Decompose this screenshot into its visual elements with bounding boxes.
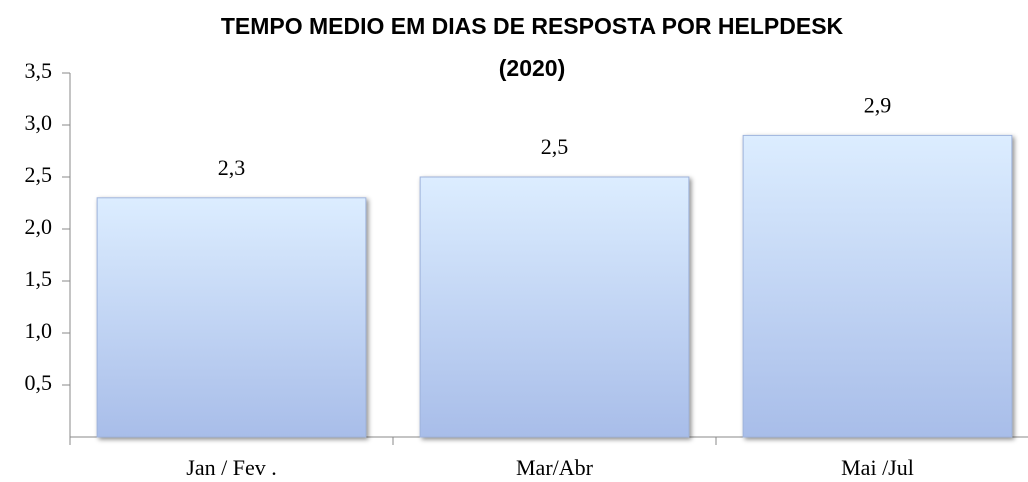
y-tick-label: 2,5: [25, 162, 53, 187]
y-tick-label: 0,5: [25, 370, 53, 395]
bar: [419, 176, 690, 438]
y-tick-label: 3,5: [25, 58, 53, 83]
bar: [96, 197, 367, 438]
x-tick-label: Mar/Abr: [516, 455, 594, 480]
data-label: 2,3: [218, 155, 246, 180]
y-tick-label: 1,0: [25, 318, 53, 343]
y-tick-label: 3,0: [25, 110, 53, 135]
data-label: 2,9: [864, 92, 892, 117]
x-tick-label: Mai /Jul: [841, 455, 914, 480]
chart-subtitle: (2020): [499, 55, 565, 81]
y-tick-label: 1,5: [25, 266, 53, 291]
y-tick-label: 2,0: [25, 214, 53, 239]
x-tick-label: Jan / Fev .: [186, 455, 276, 480]
bar: [742, 134, 1013, 438]
chart-title: TEMPO MEDIO EM DIAS DE RESPOSTA POR HELP…: [221, 13, 844, 39]
data-label: 2,5: [541, 134, 569, 159]
